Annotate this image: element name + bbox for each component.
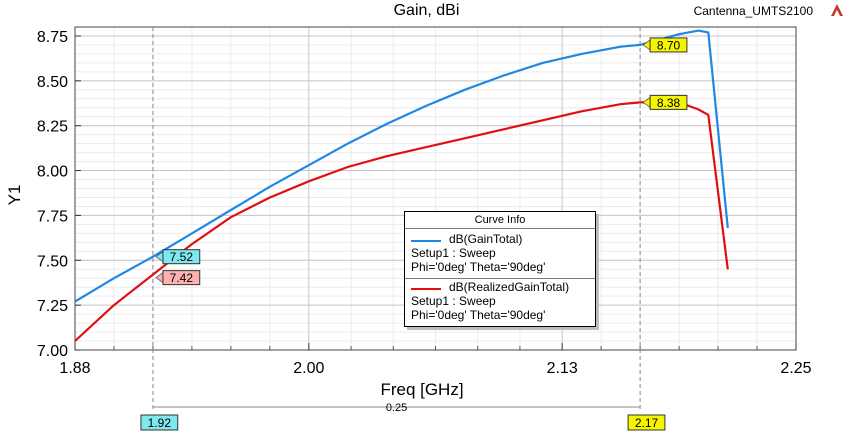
x-marker-label: 2.17	[635, 416, 659, 430]
legend-divider	[405, 278, 595, 279]
curve-info-legend[interactable]: Curve Info dB(GainTotal) Setup1 : Sweep …	[404, 211, 596, 327]
x-marker-box	[627, 414, 666, 431]
marker-delta: 0.25 1.92 2.17	[140, 402, 666, 431]
marker-box	[649, 94, 688, 110]
y-tick-label: 8.50	[37, 74, 68, 91]
legend-setup: Setup1 : Sweep	[411, 294, 496, 308]
y-tick-label: 7.00	[37, 343, 68, 360]
legend-params: Phi='0deg' Theta='90deg'	[411, 260, 546, 274]
marker-tag: 8.70	[642, 37, 688, 53]
marker-pointer	[155, 272, 164, 284]
legend-series-name: dB(RealizedGainTotal)	[449, 280, 570, 294]
legend-title: Curve Info	[405, 212, 595, 229]
marker-box	[162, 249, 201, 265]
legend-swatch-blue	[411, 240, 441, 242]
marker-value: 8.38	[657, 96, 681, 110]
marker-box	[649, 37, 688, 53]
marker-box	[162, 270, 201, 286]
x-tick-label: 2.25	[780, 360, 811, 377]
x-tick-label: 2.13	[547, 360, 578, 377]
x-axis-label: Freq [GHz]	[380, 380, 463, 399]
ansys-logo-icon	[831, 4, 843, 16]
y-tick-label: 7.50	[37, 253, 68, 270]
marker-tags: 7.52 7.42 8.70 8.38	[155, 37, 688, 286]
marker-value: 7.52	[170, 250, 194, 264]
legend-series-name: dB(GainTotal)	[449, 232, 523, 246]
marker-value: 7.42	[170, 271, 194, 285]
legend-params: Phi='0deg' Theta='90deg'	[411, 308, 546, 322]
marker-lines	[152, 27, 641, 410]
data-series	[74, 29, 729, 342]
x-tick-label: 1.88	[59, 360, 90, 377]
y-tick-label: 8.75	[37, 29, 68, 46]
y-tick-label: 7.25	[37, 298, 68, 315]
x-tick-label: 2.00	[293, 360, 324, 377]
series-line-gain-total	[74, 29, 729, 303]
marker-tag: 8.38	[642, 94, 688, 110]
x-tick-labels: 1.88 2.00 2.13 2.25	[59, 360, 811, 377]
delta-value: 0.25	[386, 402, 407, 414]
marker-pointer	[642, 39, 651, 51]
y-tick-labels: 7.00 7.25 7.50 7.75 8.00 8.25 8.50 8.75	[37, 29, 68, 360]
marker-tag: 7.52	[155, 249, 201, 265]
project-name: Cantenna_UMTS2100	[693, 4, 813, 18]
y-tick-label: 8.25	[37, 119, 68, 136]
chart-title: Gain, dBi	[393, 2, 460, 19]
marker-tag: 7.42	[155, 270, 201, 286]
x-marker-label: 1.92	[148, 416, 172, 430]
y-axis-label: Y1	[5, 185, 24, 206]
y-tick-label: 7.75	[37, 208, 68, 225]
legend-setup: Setup1 : Sweep	[411, 246, 496, 260]
axis-ticks	[74, 35, 797, 351]
legend-swatch-red	[411, 288, 441, 290]
marker-value: 8.70	[657, 38, 681, 52]
y-tick-label: 8.00	[37, 164, 68, 181]
x-marker-box	[140, 414, 179, 431]
